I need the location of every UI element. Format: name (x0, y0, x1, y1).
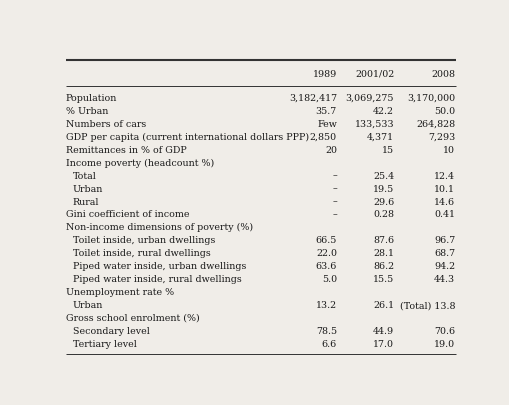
Text: Toilet inside, rural dwellings: Toilet inside, rural dwellings (73, 249, 210, 258)
Text: 13.2: 13.2 (316, 301, 337, 310)
Text: 86.2: 86.2 (373, 262, 394, 271)
Text: (Total) 13.8: (Total) 13.8 (400, 301, 456, 310)
Text: 3,182,417: 3,182,417 (289, 94, 337, 103)
Text: 4,371: 4,371 (367, 133, 394, 142)
Text: Secondary level: Secondary level (73, 327, 150, 336)
Text: 3,069,275: 3,069,275 (346, 94, 394, 103)
Text: Unemployment rate %: Unemployment rate % (66, 288, 174, 297)
Text: 44.3: 44.3 (434, 275, 456, 284)
Text: 3,170,000: 3,170,000 (407, 94, 456, 103)
Text: 6.6: 6.6 (322, 340, 337, 349)
Text: 22.0: 22.0 (316, 249, 337, 258)
Text: 10: 10 (443, 146, 456, 155)
Text: Remittances in % of GDP: Remittances in % of GDP (66, 146, 186, 155)
Text: 50.0: 50.0 (434, 107, 456, 116)
Text: 0.41: 0.41 (434, 211, 456, 220)
Text: –: – (332, 185, 337, 194)
Text: GDP per capita (current international dollars PPP): GDP per capita (current international do… (66, 133, 309, 142)
Text: 87.6: 87.6 (373, 237, 394, 245)
Text: Urban: Urban (73, 185, 103, 194)
Text: 133,533: 133,533 (355, 120, 394, 129)
Text: Piped water inside, urban dwellings: Piped water inside, urban dwellings (73, 262, 246, 271)
Text: Numbers of cars: Numbers of cars (66, 120, 146, 129)
Text: Gini coefficient of income: Gini coefficient of income (66, 211, 189, 220)
Text: 29.6: 29.6 (373, 198, 394, 207)
Text: 2001/02: 2001/02 (355, 70, 394, 79)
Text: –: – (332, 211, 337, 220)
Text: 14.6: 14.6 (434, 198, 456, 207)
Text: 2008: 2008 (431, 70, 456, 79)
Text: 26.1: 26.1 (373, 301, 394, 310)
Text: 35.7: 35.7 (316, 107, 337, 116)
Text: Tertiary level: Tertiary level (73, 340, 136, 349)
Text: Income poverty (headcount %): Income poverty (headcount %) (66, 159, 214, 168)
Text: Toilet inside, urban dwellings: Toilet inside, urban dwellings (73, 237, 215, 245)
Text: 0.28: 0.28 (373, 211, 394, 220)
Text: 5.0: 5.0 (322, 275, 337, 284)
Text: Non-income dimensions of poverty (%): Non-income dimensions of poverty (%) (66, 223, 253, 232)
Text: 264,828: 264,828 (416, 120, 456, 129)
Text: 1989: 1989 (313, 70, 337, 79)
Text: 12.4: 12.4 (434, 172, 456, 181)
Text: % Urban: % Urban (66, 107, 108, 116)
Text: Population: Population (66, 94, 117, 103)
Text: 96.7: 96.7 (434, 237, 456, 245)
Text: 44.9: 44.9 (373, 327, 394, 336)
Text: 94.2: 94.2 (434, 262, 456, 271)
Text: 19.5: 19.5 (373, 185, 394, 194)
Text: 70.6: 70.6 (434, 327, 456, 336)
Text: Piped water inside, rural dwellings: Piped water inside, rural dwellings (73, 275, 241, 284)
Text: Total: Total (73, 172, 97, 181)
Text: 78.5: 78.5 (316, 327, 337, 336)
Text: –: – (332, 198, 337, 207)
Text: 15: 15 (382, 146, 394, 155)
Text: –: – (332, 172, 337, 181)
Text: 20: 20 (325, 146, 337, 155)
Text: 17.0: 17.0 (373, 340, 394, 349)
Text: Gross school enrolment (%): Gross school enrolment (%) (66, 314, 200, 323)
Text: 68.7: 68.7 (434, 249, 456, 258)
Text: 28.1: 28.1 (373, 249, 394, 258)
Text: Few: Few (317, 120, 337, 129)
Text: 19.0: 19.0 (434, 340, 456, 349)
Text: 7,293: 7,293 (428, 133, 456, 142)
Text: Urban: Urban (73, 301, 103, 310)
Text: 2,850: 2,850 (310, 133, 337, 142)
Text: 15.5: 15.5 (373, 275, 394, 284)
Text: 63.6: 63.6 (316, 262, 337, 271)
Text: Rural: Rural (73, 198, 99, 207)
Text: 10.1: 10.1 (434, 185, 456, 194)
Text: 66.5: 66.5 (316, 237, 337, 245)
Text: 42.2: 42.2 (373, 107, 394, 116)
Text: 25.4: 25.4 (373, 172, 394, 181)
